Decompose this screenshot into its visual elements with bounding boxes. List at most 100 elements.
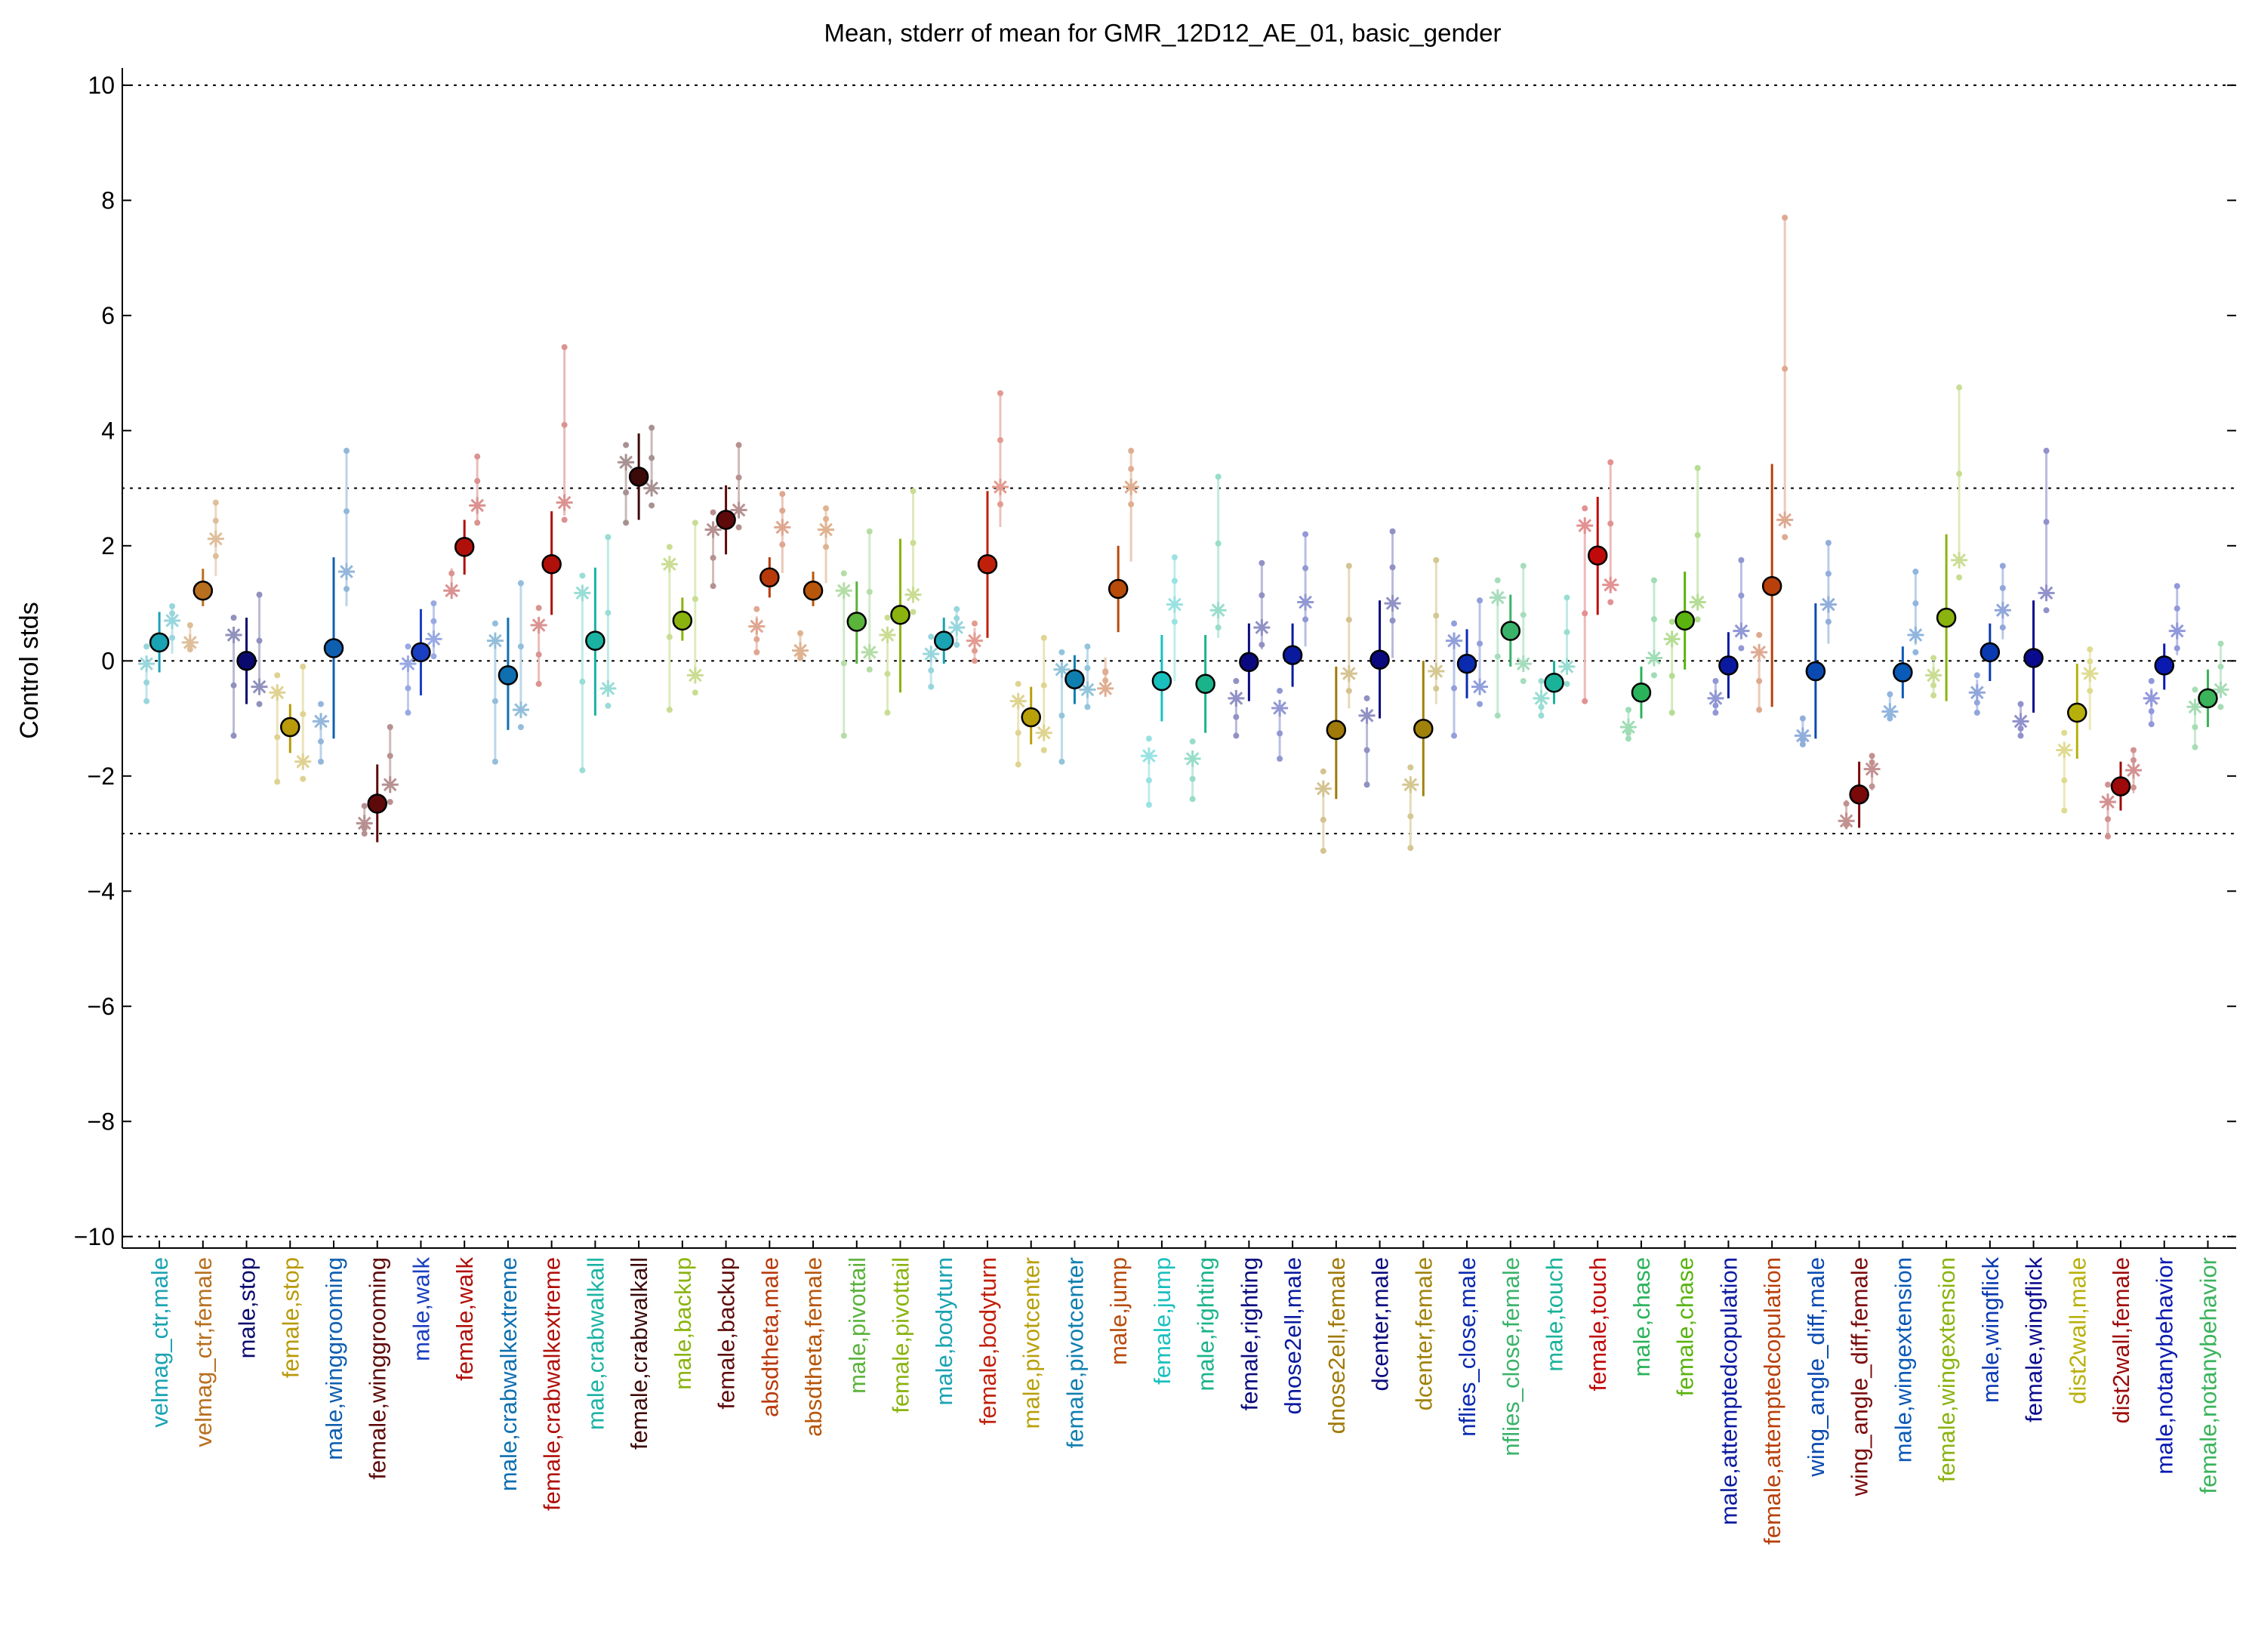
sample-dot — [1363, 747, 1370, 754]
sample-dot — [2061, 807, 2068, 814]
sample-star — [356, 815, 373, 832]
sample-star — [574, 584, 591, 602]
sample-dot — [1259, 641, 1265, 648]
sample-dot — [230, 732, 237, 739]
x-tick-label: female,crabwalkall — [626, 1257, 652, 1450]
sample-dot — [405, 709, 411, 716]
sample-star — [1558, 658, 1576, 675]
sample-dot — [1302, 531, 1309, 538]
x-tick-label: dist2wall,female — [2108, 1257, 2134, 1424]
sample-dot — [361, 831, 368, 837]
sample-dot — [692, 519, 698, 526]
mean-marker — [1456, 653, 1477, 674]
sample-dot — [1999, 562, 2006, 569]
sample-star — [904, 586, 922, 603]
sample-dot — [997, 436, 1003, 443]
sample-dot — [1825, 540, 1832, 547]
x-tick-label: dcenter,male — [1367, 1257, 1394, 1392]
mean-marker — [1151, 670, 1172, 692]
sample-dot — [1738, 556, 1745, 563]
sample-dot — [797, 630, 804, 636]
sample-dot — [1582, 505, 1588, 512]
sample-star — [2038, 584, 2055, 602]
sample-star — [1079, 681, 1096, 698]
mean-marker — [323, 638, 344, 658]
sample-dot — [230, 615, 237, 621]
sample-dot — [710, 583, 716, 590]
sample-dot — [823, 544, 830, 550]
sample-dot — [1825, 618, 1832, 625]
x-tick-label: female,walk — [451, 1257, 478, 1381]
sample-dot — [1799, 715, 1806, 722]
sample-star — [1881, 703, 1899, 720]
sample-star — [2143, 689, 2160, 707]
sample-star — [138, 655, 156, 673]
sample-dot — [212, 553, 219, 559]
mean-marker — [367, 794, 387, 814]
sample-dot — [779, 541, 786, 548]
sample-star — [1009, 692, 1027, 710]
sample-dot — [866, 588, 873, 595]
sample-dot — [1520, 562, 1527, 569]
sample-star — [313, 713, 329, 730]
sample-dot — [1259, 559, 1265, 566]
sample-star — [2125, 762, 2143, 779]
sample-star — [294, 753, 312, 770]
sample-star — [443, 582, 461, 599]
sample-dot — [1320, 816, 1326, 823]
sample-dot — [344, 508, 350, 515]
sample-dot — [430, 618, 437, 624]
mean-marker — [1936, 607, 1957, 628]
sample-dot — [318, 758, 324, 765]
sample-dot — [1712, 709, 1719, 716]
sample-dot — [1145, 801, 1152, 808]
sample-dot — [1259, 592, 1265, 599]
sample-dot — [623, 489, 630, 496]
sample-star — [661, 556, 678, 573]
sample-dot — [579, 678, 586, 685]
sample-dot — [623, 519, 630, 526]
sample-dot — [1694, 616, 1701, 623]
sample-star — [338, 563, 355, 581]
sample-dot — [884, 615, 891, 621]
sample-star — [1951, 551, 1968, 569]
sample-dot — [1869, 753, 1875, 760]
sample-star — [1733, 622, 1750, 640]
sample-dot — [1389, 564, 1396, 571]
sample-dot — [2217, 663, 2224, 670]
mean-marker — [541, 553, 562, 575]
sample-dot — [2174, 583, 2180, 590]
sample-star — [1253, 619, 1271, 636]
sample-star — [1428, 663, 1445, 680]
sample-dot — [954, 641, 960, 648]
sample-dot — [474, 478, 481, 485]
x-tick-label: female,righting — [1236, 1257, 1262, 1410]
sample-star — [530, 617, 547, 634]
sample-dot — [840, 660, 847, 667]
sample-dot — [300, 775, 307, 782]
mean-marker — [803, 581, 824, 601]
sample-dot — [1538, 704, 1545, 710]
sample-dot — [2130, 757, 2137, 763]
sample-dot — [405, 685, 411, 692]
sample-dot — [666, 707, 673, 714]
x-tick-label: male,crabwalkextreme — [495, 1257, 522, 1491]
sample-dot — [561, 344, 568, 350]
sample-star — [1140, 747, 1157, 765]
sample-dot — [1058, 758, 1065, 765]
sample-dot — [1712, 677, 1719, 684]
sample-star — [748, 618, 766, 635]
sample-dot — [692, 689, 698, 696]
x-tick-label: male,pivotcenter — [1018, 1257, 1045, 1429]
x-tick-label: female,jump — [1149, 1257, 1175, 1385]
sample-dot — [2017, 701, 2024, 707]
sample-star — [164, 612, 181, 629]
sample-dot — [430, 653, 437, 660]
sample-dot — [1345, 562, 1352, 569]
sample-dot — [2043, 519, 2050, 525]
x-tick-label: male,chase — [1628, 1257, 1655, 1377]
sample-star — [1471, 678, 1489, 695]
sample-dot — [2130, 784, 2137, 791]
sample-dot — [1477, 640, 1483, 647]
sample-star — [2168, 622, 2186, 640]
